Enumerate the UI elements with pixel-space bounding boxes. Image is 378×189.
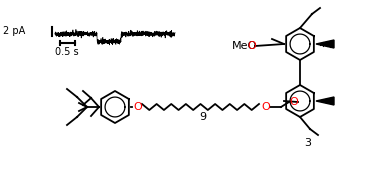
- Text: O: O: [247, 41, 256, 51]
- Text: MeO: MeO: [232, 41, 257, 51]
- Polygon shape: [316, 97, 334, 105]
- Text: 3: 3: [305, 138, 311, 148]
- Text: O: O: [261, 102, 270, 112]
- Text: 2 pA: 2 pA: [3, 26, 25, 36]
- Polygon shape: [316, 40, 334, 48]
- Text: 0.5 s: 0.5 s: [55, 47, 79, 57]
- Text: O: O: [133, 102, 142, 112]
- Text: 9: 9: [199, 112, 206, 122]
- Text: O: O: [289, 97, 298, 107]
